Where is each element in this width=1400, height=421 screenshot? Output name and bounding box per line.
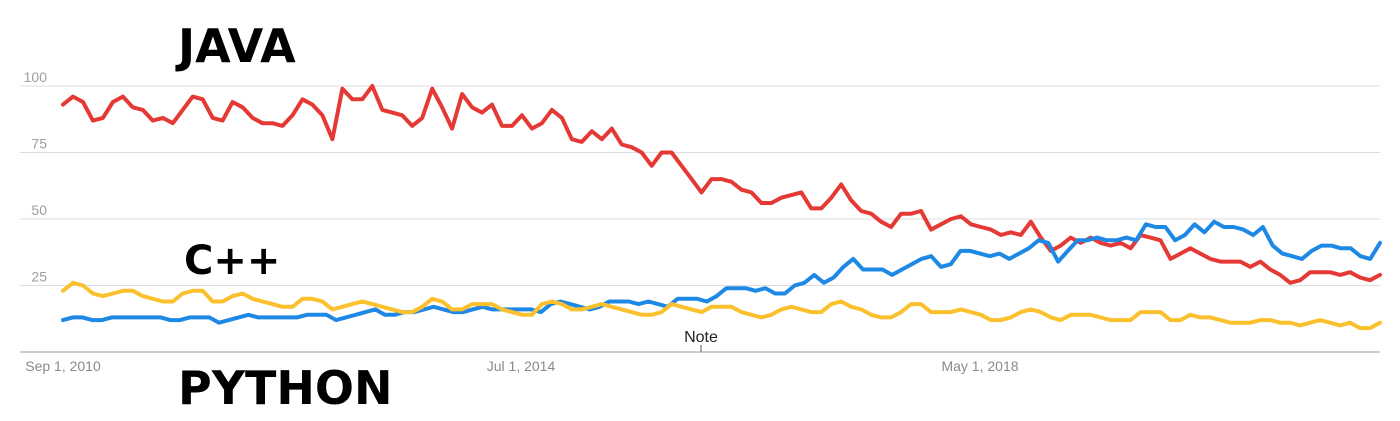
grid-lines xyxy=(20,85,1380,286)
x-tick-labels: Sep 1, 2010 Jul 1, 2014 May 1, 2018 xyxy=(25,358,1018,374)
y-tick-labels: 100 75 50 25 xyxy=(24,69,48,285)
x-tick-label: May 1, 2018 xyxy=(941,358,1018,374)
note-label[interactable]: Note xyxy=(684,329,718,346)
java-label: JAVA xyxy=(175,19,296,73)
y-tick-label: 75 xyxy=(31,136,47,152)
series-lines xyxy=(61,84,1382,331)
y-tick-label: 50 xyxy=(31,202,47,218)
series-line-java xyxy=(61,84,1382,285)
series-line-python xyxy=(61,219,1382,325)
cpp-label: C++ xyxy=(184,238,280,284)
x-tick-label: Sep 1, 2010 xyxy=(25,358,101,374)
x-tick-label: Jul 1, 2014 xyxy=(487,358,556,374)
python-label: PYTHON xyxy=(178,361,393,415)
series-line-cpp xyxy=(61,280,1382,331)
y-tick-label: 100 xyxy=(24,69,48,85)
y-tick-label: 25 xyxy=(31,269,47,285)
